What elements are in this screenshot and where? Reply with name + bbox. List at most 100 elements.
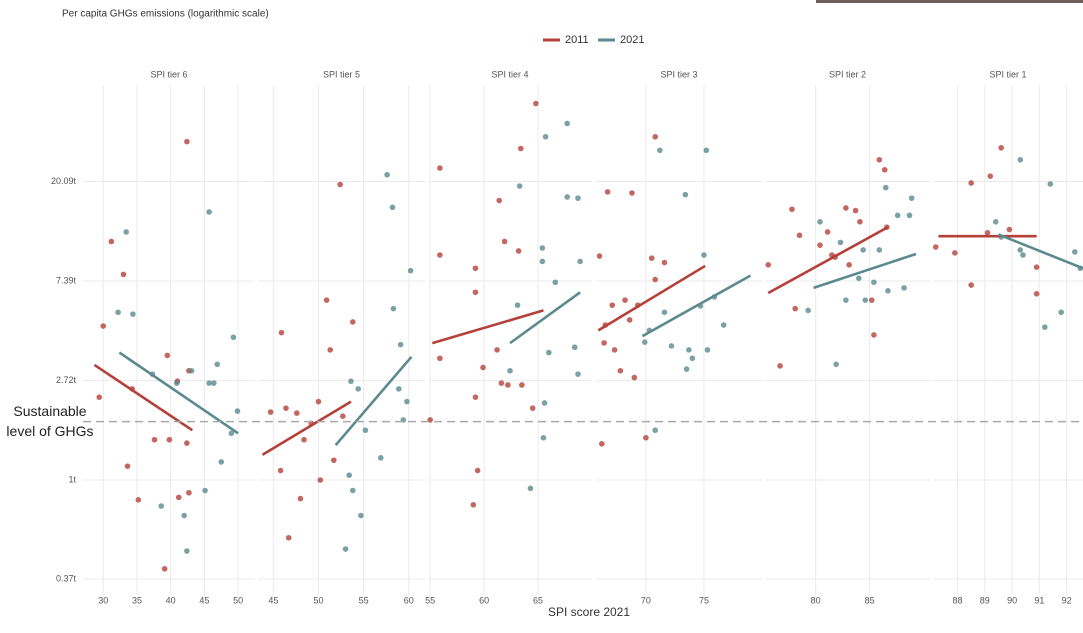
point: [315, 398, 322, 405]
point: [301, 436, 307, 443]
point: [96, 394, 102, 400]
x-tick-label: 90: [1007, 595, 1017, 605]
point: [331, 457, 337, 464]
image-edge: [816, 0, 1083, 3]
point: [1020, 252, 1026, 258]
point: [390, 305, 397, 312]
point: [901, 285, 907, 291]
legend-label: 2011: [565, 34, 589, 46]
point: [1006, 226, 1013, 233]
point: [952, 250, 958, 256]
point: [277, 467, 284, 474]
point: [384, 171, 390, 178]
point: [437, 165, 443, 171]
point: [862, 297, 869, 303]
trend-line: [334, 355, 413, 447]
point: [539, 245, 546, 251]
point: [340, 413, 346, 419]
point: [906, 212, 913, 219]
point: [267, 409, 274, 415]
point: [968, 282, 974, 288]
point: [323, 297, 330, 303]
point: [337, 181, 343, 188]
trend-line: [641, 274, 752, 338]
y-tick-label: 20.09t: [51, 176, 77, 186]
point: [173, 380, 180, 386]
point: [629, 190, 635, 196]
point: [894, 212, 901, 219]
point: [796, 232, 803, 239]
panel-title: SPI tier 4: [491, 69, 528, 79]
point: [120, 271, 127, 278]
point: [631, 374, 638, 381]
point: [437, 355, 443, 362]
point: [564, 120, 570, 127]
point: [507, 367, 513, 374]
point: [517, 145, 524, 152]
trend-line: [118, 351, 239, 435]
point: [498, 380, 505, 386]
point: [843, 297, 849, 303]
point: [856, 275, 862, 282]
point: [346, 472, 352, 479]
point: [1017, 247, 1024, 253]
x-tick-label: 45: [268, 595, 278, 605]
point: [130, 311, 136, 317]
point: [540, 434, 547, 441]
point: [564, 194, 570, 200]
point: [1047, 181, 1054, 187]
point: [661, 259, 668, 266]
point: [108, 238, 115, 245]
point: [283, 405, 289, 411]
x-tick-label: 45: [199, 595, 209, 605]
y-tick-label: 1t: [68, 474, 76, 484]
point: [703, 147, 710, 154]
point: [885, 287, 891, 294]
point: [882, 184, 889, 191]
legend-label: 2021: [620, 34, 644, 46]
point: [472, 265, 479, 272]
panel-title: SPI tier 2: [829, 69, 866, 79]
x-tick-label: 89: [980, 595, 990, 605]
point: [611, 347, 618, 353]
x-tick-label: 88: [953, 595, 963, 605]
point: [437, 252, 443, 258]
point: [294, 410, 300, 416]
point: [652, 427, 659, 434]
point: [123, 229, 129, 235]
point: [1033, 264, 1040, 270]
point: [701, 252, 707, 258]
point: [987, 173, 994, 179]
point: [184, 138, 190, 145]
point: [100, 323, 107, 329]
x-tick-label: 55: [359, 595, 369, 605]
point: [789, 206, 795, 213]
point: [228, 430, 235, 437]
x-tick-label: 60: [479, 595, 489, 605]
point: [876, 156, 883, 163]
point: [184, 548, 190, 554]
point: [1042, 324, 1048, 330]
point: [396, 386, 402, 392]
point: [881, 167, 888, 173]
point: [668, 343, 675, 349]
trend-line: [997, 233, 1083, 270]
point: [389, 204, 396, 211]
trend-line: [431, 309, 544, 345]
point: [857, 219, 863, 225]
point: [184, 440, 190, 446]
trend-line: [261, 400, 352, 456]
point: [515, 248, 522, 254]
point: [542, 133, 549, 140]
point: [661, 309, 668, 316]
point: [846, 261, 852, 268]
point: [765, 261, 772, 268]
point: [876, 247, 883, 253]
point: [166, 436, 173, 443]
point: [188, 367, 195, 374]
point: [1072, 249, 1078, 255]
y-tick-label: 2.72t: [56, 375, 77, 385]
x-tick-label: 92: [1062, 595, 1072, 605]
